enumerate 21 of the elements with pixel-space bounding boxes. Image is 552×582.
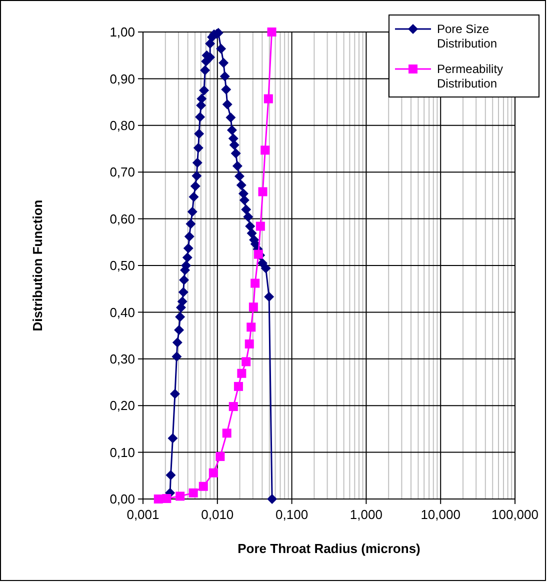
y-tick-label: 0,80 bbox=[110, 118, 135, 133]
y-tick-label: 0,70 bbox=[110, 164, 135, 180]
x-tick-label: 100,000 bbox=[492, 507, 538, 522]
y-tick-label: 0,10 bbox=[110, 444, 135, 460]
y-tick-label: 0,50 bbox=[110, 258, 135, 274]
y-tick-label: 0,90 bbox=[110, 71, 135, 86]
y-tick-label: 0,20 bbox=[110, 398, 135, 414]
y-tick-label: 0,00 bbox=[110, 492, 135, 507]
y-tick-label: 0,60 bbox=[110, 211, 135, 226]
x-tick-label: 0,001 bbox=[126, 507, 160, 522]
legend-label: Pore Size Distribution bbox=[437, 22, 498, 50]
y-axis-title: Distribution Function bbox=[30, 200, 45, 332]
x-tick-label: 1,000 bbox=[350, 507, 382, 522]
legend-label: Permeability Distribution bbox=[437, 62, 504, 90]
x-tick-label: 0,100 bbox=[276, 507, 308, 522]
x-tick-label: 10,000 bbox=[420, 507, 460, 522]
x-axis-title: Pore Throat Radius (microns) bbox=[238, 541, 420, 556]
y-tick-label: 1,00 bbox=[110, 24, 135, 40]
x-tick-label: 0,010 bbox=[201, 507, 234, 522]
y-tick-label: 0,40 bbox=[110, 304, 135, 320]
y-tick-label: 0,30 bbox=[110, 351, 135, 366]
